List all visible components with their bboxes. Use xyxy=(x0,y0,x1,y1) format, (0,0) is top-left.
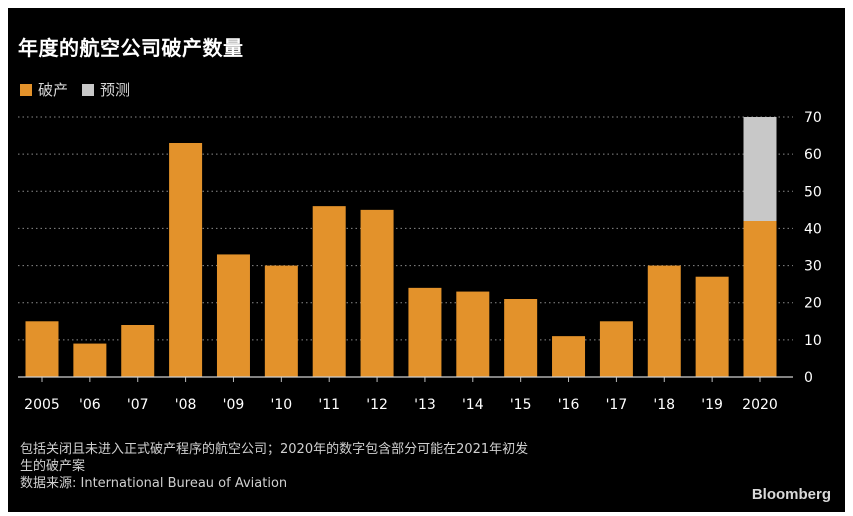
y-tick-label: 60 xyxy=(804,147,822,163)
bar-chart: 0 10 20 30 40 50 60 70 2005 '06 '07 '08 '09 '10 '11 '12… xyxy=(18,110,822,413)
bar-bankrupt xyxy=(408,287,442,377)
footnote: 包括关闭且未进入正式破产程序的航空公司；2020年的数字包含部分可能在2021年… xyxy=(20,441,720,492)
x-tick-label: '12 xyxy=(366,397,388,413)
bar-bankrupt xyxy=(216,254,250,377)
x-tick-label: '07 xyxy=(127,397,149,413)
legend-swatch-forecast xyxy=(82,83,95,96)
bar-bankrupt xyxy=(504,299,538,377)
legend-item-forecast: 预测 xyxy=(82,79,130,100)
bar-bankrupt xyxy=(647,265,681,377)
bar-bankrupt xyxy=(695,276,729,377)
chart-title: 年度的航空公司破产数量 xyxy=(18,36,244,60)
legend-swatch-bankrupt xyxy=(20,83,32,96)
x-tick-label: '19 xyxy=(701,397,723,413)
bar-bankrupt xyxy=(599,321,633,377)
x-tick-label: '09 xyxy=(223,397,245,413)
y-tick-label: 10 xyxy=(804,333,822,349)
bar-bankrupt xyxy=(312,206,346,377)
bar-bankrupt xyxy=(73,343,107,377)
chart-panel: 年度的航空公司破产数量 破产 预测 0 10 20 30 40 50 60 70 2005 '06… xyxy=(8,8,845,512)
y-tick-label: 0 xyxy=(804,370,813,386)
y-tick-label: 40 xyxy=(804,221,822,237)
bar-bankrupt xyxy=(25,321,59,377)
legend: 破产 预测 xyxy=(20,79,144,100)
x-tick-label: '17 xyxy=(606,397,628,413)
gridlines xyxy=(18,116,793,341)
x-tick-label: '06 xyxy=(79,397,101,413)
bar-bankrupt xyxy=(121,325,155,377)
bar-bankrupt xyxy=(552,336,586,377)
bar-bankrupt xyxy=(264,265,298,377)
x-tick-label: '11 xyxy=(318,397,340,413)
bar-bankrupt xyxy=(456,291,490,377)
x-tick-label: '08 xyxy=(175,397,197,413)
x-tick-label: '13 xyxy=(414,397,436,413)
bars xyxy=(25,117,777,377)
x-tick-label: '16 xyxy=(558,397,580,413)
y-tick-label: 70 xyxy=(804,110,822,126)
legend-label-bankrupt: 破产 xyxy=(38,81,69,99)
bar-bankrupt xyxy=(169,143,203,377)
y-tick-label: 50 xyxy=(804,184,822,200)
x-tick-label: '15 xyxy=(510,397,532,413)
bar-forecast xyxy=(743,117,777,221)
bar-bankrupt xyxy=(743,221,777,377)
legend-item-bankrupt: 破产 xyxy=(20,79,68,100)
x-tick-label: 2005 xyxy=(24,397,60,413)
source-note: 数据来源: International Bureau of Aviation xyxy=(20,476,288,491)
footnote-line-2: 生的破产案 xyxy=(20,459,86,474)
bar-bankrupt xyxy=(360,209,394,377)
y-tick-label: 20 xyxy=(804,296,822,312)
x-tick-label: '10 xyxy=(270,397,292,413)
x-tick-label: '14 xyxy=(462,397,484,413)
legend-label-forecast: 预测 xyxy=(100,81,131,99)
x-tick-label: '18 xyxy=(653,397,675,413)
axes: 0 10 20 30 40 50 60 70 2005 '06 '07 '08 '09 '10 '11 '12… xyxy=(18,110,822,413)
footnote-line-1: 包括关闭且未进入正式破产程序的航空公司；2020年的数字包含部分可能在2021年… xyxy=(20,442,529,457)
bloomberg-logo: Bloomberg xyxy=(751,486,831,503)
x-tick-label: 2020 xyxy=(742,397,778,413)
y-tick-label: 30 xyxy=(804,259,822,275)
